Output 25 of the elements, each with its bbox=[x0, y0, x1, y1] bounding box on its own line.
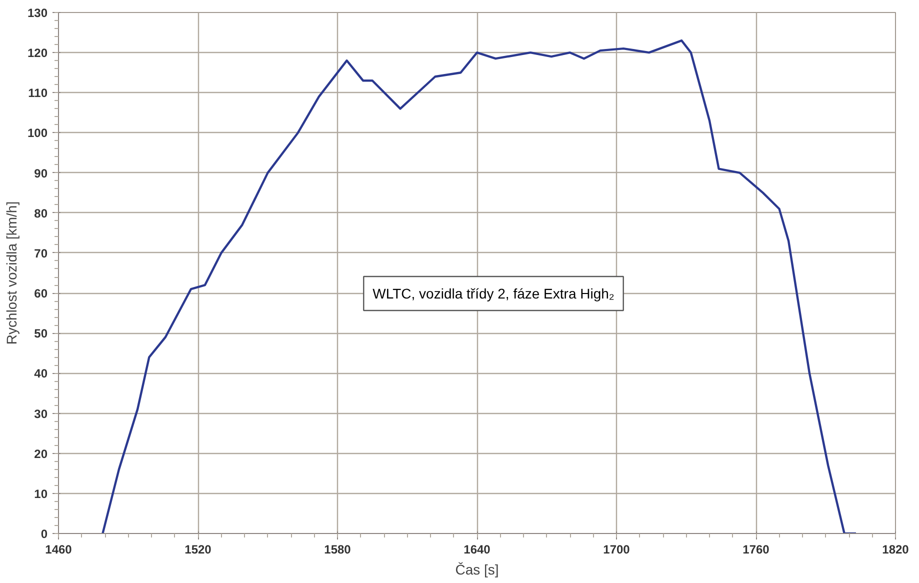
x-tick-label: 1520 bbox=[184, 542, 212, 556]
y-tick-label: 120 bbox=[27, 46, 48, 60]
line-series bbox=[102, 39, 858, 534]
y-tick-label: 110 bbox=[28, 86, 48, 100]
annotation: WLTC, vozidla třídy 2, fáze Extra High₂ bbox=[372, 286, 614, 302]
x-tick-label: 1580 bbox=[324, 542, 352, 556]
x-tick-label: 1760 bbox=[742, 542, 770, 556]
x-tick-label: 1820 bbox=[882, 542, 910, 556]
y-tick-label: 130 bbox=[27, 6, 48, 20]
y-tick-label: 90 bbox=[34, 166, 48, 180]
y-tick-label: 60 bbox=[34, 286, 48, 301]
y-tick-label: 20 bbox=[34, 446, 48, 461]
x-tick-label: 1700 bbox=[603, 542, 630, 556]
y-tick-label: 30 bbox=[34, 406, 48, 421]
y-tick-label: 80 bbox=[34, 206, 48, 220]
y-tick-label: 70 bbox=[34, 246, 48, 260]
y-tick-label: 40 bbox=[34, 366, 48, 381]
x-axis-title: Čas [s] bbox=[455, 562, 499, 578]
y-tick-label: 10 bbox=[34, 486, 48, 501]
y-tick-label: 0 bbox=[40, 527, 48, 541]
y-axis-title: Rychlost vozidla [km/h] bbox=[3, 201, 20, 345]
y-tick-label: 50 bbox=[34, 326, 48, 341]
y-tick-label: 100 bbox=[27, 126, 48, 140]
x-tick-label: 1640 bbox=[464, 542, 491, 556]
x-tick-label: 1460 bbox=[45, 542, 72, 556]
